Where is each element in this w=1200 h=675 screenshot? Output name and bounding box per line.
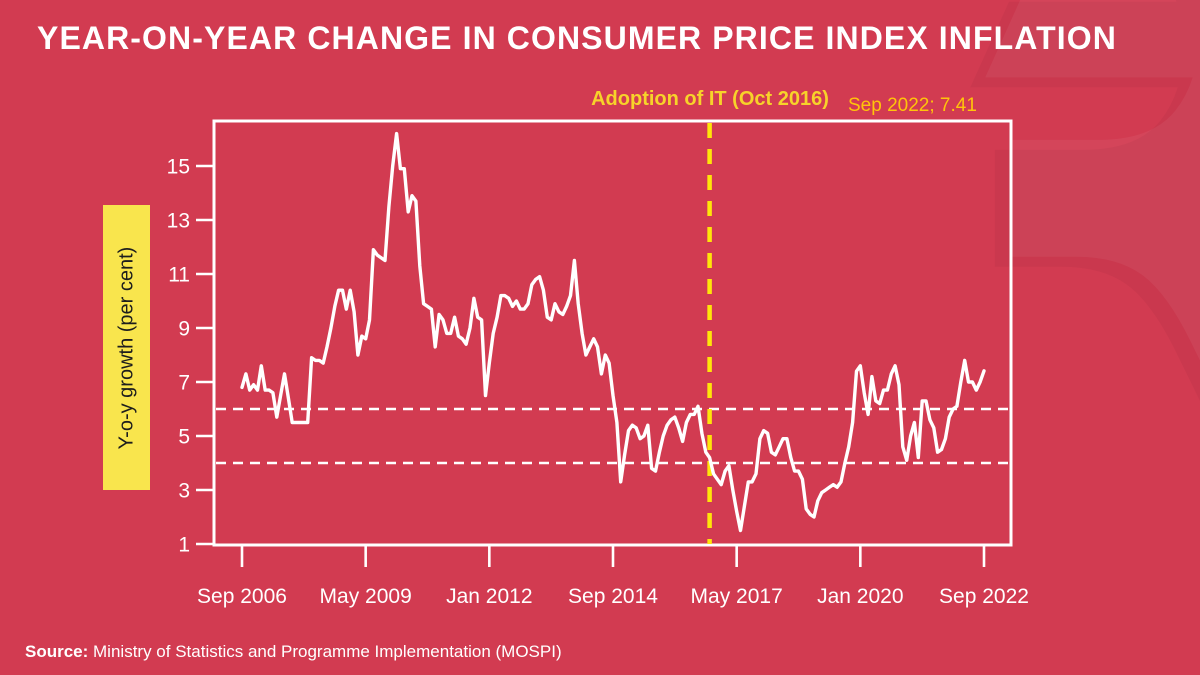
source-text: Ministry of Statistics and Programme Imp… — [88, 642, 562, 661]
x-tick-label: May 2017 — [691, 585, 783, 608]
y-axis-label-box: Y-o-y growth (per cent) — [103, 205, 150, 490]
x-tick-label: Jan 2020 — [817, 585, 903, 608]
y-tick-label: 13 — [167, 210, 190, 233]
y-tick-label: 3 — [178, 480, 190, 503]
y-tick-label: 9 — [178, 318, 190, 341]
annotation-latest-value: Sep 2022; 7.41 — [848, 95, 977, 116]
x-tick-label: Jan 2012 — [446, 585, 532, 608]
y-axis-labels: 15 13 11 9 7 5 3 1 — [167, 156, 190, 557]
x-tick-label: Sep 2022 — [939, 585, 1029, 608]
source-label: Source: — [25, 642, 89, 661]
x-tick-label: Sep 2014 — [568, 585, 658, 608]
x-tick-label: Sep 2006 — [197, 585, 287, 608]
y-tick-label: 11 — [168, 264, 190, 287]
plot-border — [212, 119, 1013, 547]
page-title: YEAR-ON-YEAR CHANGE IN CONSUMER PRICE IN… — [37, 20, 1117, 56]
y-axis-tick-marks — [196, 164, 213, 546]
y-tick-label: 15 — [167, 156, 190, 179]
source-line: Source: Ministry of Statistics and Progr… — [25, 642, 562, 662]
y-tick-label: 5 — [178, 426, 190, 449]
x-axis-tick-marks — [240, 546, 986, 567]
annotation-it-adoption: Adoption of IT (Oct 2016) — [591, 88, 829, 110]
x-tick-label: May 2009 — [320, 585, 412, 608]
x-axis-labels: Sep 2006 May 2009 Jan 2012 Sep 2014 May … — [197, 585, 1029, 608]
y-tick-label: 7 — [178, 372, 190, 395]
y-tick-label: 1 — [178, 534, 190, 557]
cpi-line — [240, 131, 986, 533]
